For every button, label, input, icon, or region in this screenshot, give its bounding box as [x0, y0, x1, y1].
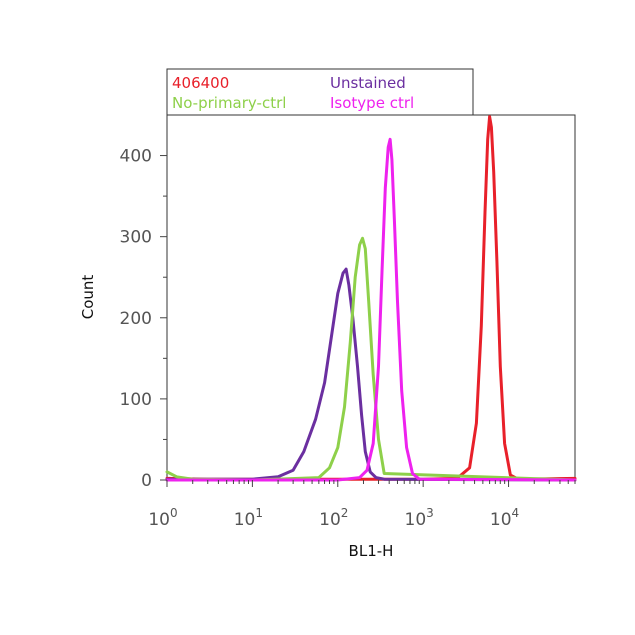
x-tick-label: 102 [319, 506, 348, 530]
y-axis: 0 100 200 300 400 [120, 147, 167, 491]
x-tick-label: 104 [490, 506, 519, 530]
series-layer [165, 115, 577, 482]
x-axis: 100 101 102 103 104 [148, 480, 576, 530]
legend-entry-isotype-ctrl: Isotype ctrl [330, 94, 414, 112]
y-axis-title: Count [79, 275, 97, 320]
y-tick-label: 100 [120, 390, 152, 410]
legend: 406400 Unstained No-primary-ctrl Isotype… [166, 68, 474, 116]
series-line-isotype-ctrl [165, 137, 577, 482]
x-axis-title: BL1-H [349, 542, 394, 560]
legend-box [166, 68, 474, 116]
y-tick-label: 0 [141, 471, 152, 491]
y-tick-label: 300 [120, 228, 152, 248]
x-tick-label: 103 [405, 506, 434, 530]
legend-entry-no-primary-ctrl: No-primary-ctrl [172, 94, 286, 112]
plot-area [166, 114, 576, 481]
legend-entry-unstained: Unstained [330, 74, 406, 92]
legend-entry-406400: 406400 [172, 74, 229, 92]
x-tick-label: 100 [148, 506, 177, 530]
y-tick-label: 400 [120, 147, 152, 167]
series-line-unstained [165, 267, 577, 482]
y-tick-label: 200 [120, 309, 152, 329]
x-tick-label: 101 [234, 506, 263, 530]
